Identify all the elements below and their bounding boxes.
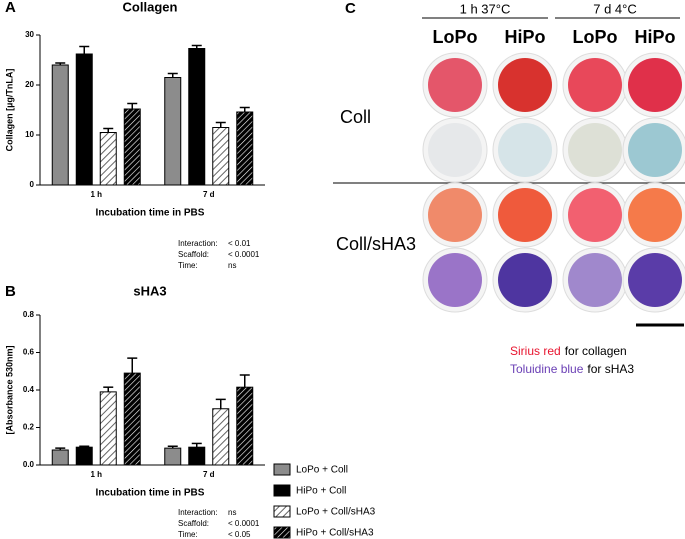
x-axis-label: Incubation time in PBS <box>96 488 205 499</box>
y-tick-label: 10 <box>25 130 34 139</box>
stat-value: < 0.05 <box>228 530 251 539</box>
stain-text: for sHA3 <box>587 362 634 376</box>
stain-name: Toluidine blue <box>510 362 584 376</box>
panel-letter: A <box>5 0 16 16</box>
y-axis-label: Collagen [µg/TnLA] <box>4 69 14 152</box>
stat-label: Time: <box>178 261 198 270</box>
well <box>428 123 482 177</box>
bar <box>75 53 93 186</box>
row-label: Coll <box>340 107 371 127</box>
chart-title: Collagen <box>123 0 178 14</box>
stat-value: < 0.0001 <box>228 250 260 259</box>
stat-label: Interaction: <box>178 239 218 248</box>
well <box>428 253 482 307</box>
well <box>628 253 682 307</box>
column-label: LoPo <box>433 27 478 47</box>
x-tick-label: 7 d <box>203 190 215 199</box>
bar <box>236 386 254 466</box>
panel-letter: C <box>345 0 356 17</box>
column-label: HiPo <box>634 27 675 47</box>
legend-label: LoPo + Coll/sHA3 <box>296 507 376 518</box>
legend-label: HiPo + Coll/sHA3 <box>296 528 374 539</box>
bar <box>212 408 230 466</box>
stain-text: for collagen <box>565 344 627 358</box>
y-tick-label: 30 <box>25 30 34 39</box>
x-axis-label: Incubation time in PBS <box>96 208 205 219</box>
well <box>498 253 552 307</box>
bar <box>123 108 141 186</box>
bar <box>188 48 206 186</box>
x-tick-label: 7 d <box>203 470 215 479</box>
bar <box>164 77 182 186</box>
group-label: 7 d 4°C <box>593 1 637 16</box>
well <box>428 58 482 112</box>
bar <box>99 391 117 466</box>
stain-name: Sirius red <box>510 344 561 358</box>
stat-value: ns <box>228 261 236 270</box>
legend-label: HiPo + Coll <box>296 486 346 497</box>
well <box>628 58 682 112</box>
well <box>428 188 482 242</box>
x-tick-label: 1 h <box>90 470 102 479</box>
bar <box>51 64 69 186</box>
y-tick-label: 0.4 <box>23 385 35 394</box>
bar <box>51 449 69 466</box>
stain-legend: Toluidine blue for sHA3 <box>510 362 634 376</box>
chart-title: sHA3 <box>133 283 166 298</box>
y-tick-label: 0 <box>30 180 35 189</box>
y-tick-label: 0.6 <box>23 348 35 357</box>
row-label: Coll/sHA3 <box>336 234 416 254</box>
stat-label: Interaction: <box>178 508 218 517</box>
stain-legend: Sirius red for collagen <box>510 344 627 358</box>
group-label: 1 h 37°C <box>460 1 511 16</box>
well <box>568 253 622 307</box>
well <box>568 58 622 112</box>
y-tick-label: 0.0 <box>23 460 35 469</box>
column-label: LoPo <box>573 27 618 47</box>
bar <box>99 132 117 186</box>
legend-swatch <box>273 505 291 518</box>
legend-swatch <box>273 526 291 539</box>
bar <box>123 372 141 466</box>
legend-label: LoPo + Coll <box>296 465 348 476</box>
panel-letter: B <box>5 283 16 300</box>
y-tick-label: 0.8 <box>23 310 35 319</box>
stat-label: Time: <box>178 530 198 539</box>
well <box>628 188 682 242</box>
y-tick-label: 20 <box>25 80 34 89</box>
well <box>628 123 682 177</box>
bar <box>212 127 230 186</box>
stat-label: Scaffold: <box>178 519 209 528</box>
bar <box>236 111 254 186</box>
well <box>498 58 552 112</box>
well <box>568 188 622 242</box>
column-label: HiPo <box>504 27 545 47</box>
legend-swatch <box>273 463 291 476</box>
well <box>498 188 552 242</box>
x-tick-label: 1 h <box>90 190 102 199</box>
panel-c: C 1 h 37°C 7 d 4°C LoPo HiPo LoPo HiPo C… <box>333 0 685 376</box>
bar <box>164 447 182 466</box>
stat-value: < 0.0001 <box>228 519 260 528</box>
well <box>568 123 622 177</box>
bar <box>188 446 206 466</box>
stat-label: Scaffold: <box>178 250 209 259</box>
stat-value: < 0.01 <box>228 239 251 248</box>
legend-swatch <box>273 484 291 497</box>
y-axis-label: [Absorbance 530nm] <box>4 345 14 434</box>
stat-value: ns <box>228 508 236 517</box>
well <box>498 123 552 177</box>
bar <box>75 446 93 466</box>
y-tick-label: 0.2 <box>23 423 35 432</box>
